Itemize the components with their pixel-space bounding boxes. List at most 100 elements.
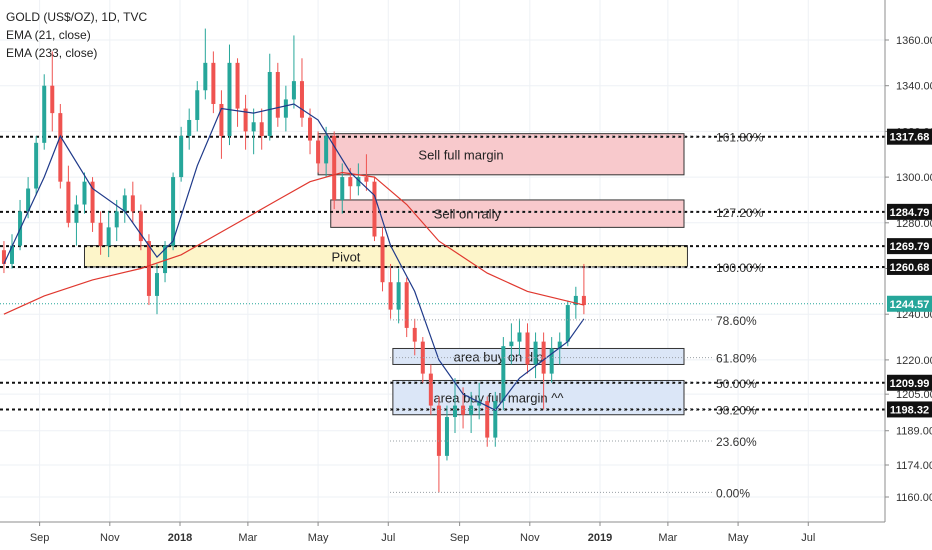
fib-label-3: 78.60% [716,314,757,328]
zone-label-4: area buy full margin ^^ [433,391,564,406]
y-tick-label-0: 1360.00 [896,35,932,47]
candle-body-59 [477,401,482,406]
x-tick-label-0: Sep [30,532,50,544]
candle-body-30 [243,108,248,132]
x-tick-label-3: Mar [238,532,257,544]
x-tick-label-7: Nov [520,532,540,544]
candle-body-57 [461,405,466,415]
candle-body-49 [396,282,401,310]
candle-body-4 [34,142,39,189]
candle-body-56 [453,405,458,418]
candle-body-19 [154,273,159,296]
candle-body-52 [420,341,425,374]
candle-body-62 [501,346,506,402]
price-axis[interactable]: 1360.001340.001320.001300.001280.001260.… [884,0,932,550]
candle-body-51 [412,327,417,342]
candle-body-42 [340,177,345,200]
fib-label-8: 0.00% [716,486,750,500]
ema21-line [3,103,585,411]
x-tick-label-5: Jul [381,532,395,544]
candle-body-31 [251,122,256,132]
candle-body-14 [114,211,119,228]
candle-body-71 [573,295,578,306]
candle-body-26 [211,62,216,104]
candle-body-21 [171,177,176,246]
fib-label-1: 127.20% [716,206,764,220]
candle-body-48 [388,282,393,310]
level-tag-5: 1198.32 [890,404,929,416]
y-tick-label-8: 1205.00 [896,389,932,401]
zone-label-2: Pivot [332,249,361,264]
candle-body-46 [372,181,377,237]
candle-body-43 [348,177,353,187]
candle-body-10 [82,181,87,205]
annotation-zones: Sell full margin Sell on rally Pivot area b… [83,133,688,416]
level-tag-bg-3 [887,258,932,275]
candle-body-58 [469,405,474,415]
candle-body-5 [42,85,47,143]
x-tick-label-9: Mar [658,532,677,544]
level-tag-bg-5 [887,401,932,418]
candle-body-68 [549,348,554,374]
y-tick-label-1: 1340.00 [896,81,932,93]
candle-body-32 [259,122,264,136]
ema233-legend[interactable]: EMA (233, close) [6,46,98,60]
candle-body-18 [146,241,151,296]
x-tick-label-1: Nov [100,532,120,544]
candle-body-37 [299,81,304,118]
level-tag-3: 1260.68 [890,262,930,274]
current-price-tag: 1244.57 [890,299,930,311]
zone-label-1: Sell on rally [434,207,502,222]
level-tag-bg-0 [887,128,932,145]
candle-body-11 [90,181,95,223]
candle-body-0 [1,250,6,264]
candle-body-13 [106,227,111,246]
current-price-tag-bg [887,295,932,312]
candle-body-55 [444,417,449,456]
y-tick-label-9: 1189.00 [896,426,932,438]
candle-body-53 [428,373,433,406]
y-tick-label-3: 1300.00 [896,172,932,184]
fib-label-5: 50.00% [716,377,757,391]
x-tick-label-6: Sep [450,532,470,544]
time-axis[interactable]: Sep Nov 2018 Mar May Jul Sep Nov 2019 Mar May Jul [0,521,885,544]
candle-body-45 [364,177,369,182]
zone-label-0: Sell full margin [418,147,503,162]
ema-lines [3,103,585,411]
candle-body-54 [436,405,441,456]
candle-body-23 [187,119,192,136]
x-tick-label-11: Jul [801,532,815,544]
symbol-line[interactable]: GOLD (US$/OZ), 1D, TVC [6,10,148,24]
candle-body-69 [557,341,562,349]
level-tag-bg-4 [887,374,932,391]
fib-label-6: 38.20% [716,403,757,417]
level-tag-1: 1284.79 [890,207,930,219]
y-tick-label-7: 1220.00 [896,355,932,367]
fib-label-4: 61.80% [716,352,757,366]
chart-legend: GOLD (US$/OZ), 1D, TVC EMA (21, close) E… [6,8,147,62]
candle-body-28 [227,62,232,136]
candle-body-36 [291,81,296,100]
x-tick-label-2: 2018 [168,532,192,544]
candle-body-39 [316,140,321,164]
y-tick-label-11: 1160.00 [896,492,932,504]
candle-body-16 [130,195,135,212]
level-tag-2: 1269.79 [890,241,930,253]
candle-body-1 [10,245,14,264]
candle-body-70 [565,305,570,342]
fib-label-2: 100.00% [716,261,764,275]
price-axis-bg [885,0,932,550]
fib-label-7: 23.60% [716,435,757,449]
y-tick-label-4: 1280.00 [896,218,932,230]
level-tag-4: 1209.99 [890,378,930,390]
candle-body-29 [235,62,240,109]
candle-body-20 [163,245,168,274]
y-tick-label-10: 1174.00 [896,460,932,472]
x-tick-label-10: May [728,532,749,544]
ema233-line [3,171,585,315]
candle-body-34 [275,71,280,118]
ema21-legend[interactable]: EMA (21, close) [6,28,91,42]
candle-body-33 [267,71,272,136]
candle-body-60 [485,401,490,438]
